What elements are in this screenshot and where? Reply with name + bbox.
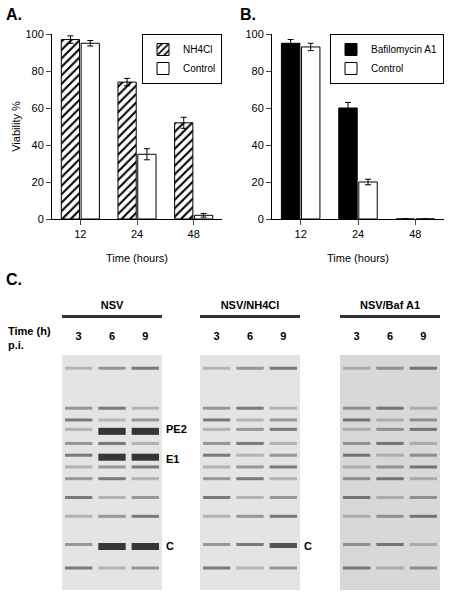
- svg-text:A.: A.: [6, 6, 22, 23]
- svg-text:9: 9: [420, 330, 426, 342]
- svg-text:Control: Control: [371, 63, 403, 74]
- svg-text:60: 60: [32, 102, 44, 114]
- svg-text:Control: Control: [183, 63, 215, 74]
- svg-text:48: 48: [188, 228, 200, 240]
- svg-text:NSV: NSV: [101, 299, 124, 311]
- svg-text:C: C: [304, 540, 312, 552]
- svg-text:3: 3: [354, 330, 360, 342]
- svg-text:C.: C.: [6, 271, 22, 288]
- svg-text:48: 48: [409, 228, 421, 240]
- svg-text:6: 6: [247, 330, 253, 342]
- svg-text:9: 9: [142, 330, 148, 342]
- svg-text:20: 20: [32, 176, 44, 188]
- svg-text:0: 0: [258, 213, 264, 225]
- svg-text:100: 100: [25, 28, 43, 40]
- svg-text:Time (hours): Time (hours): [327, 252, 389, 264]
- svg-text:12: 12: [295, 228, 307, 240]
- svg-text:Time (hours): Time (hours): [106, 252, 168, 264]
- svg-text:6: 6: [109, 330, 115, 342]
- svg-text:6: 6: [387, 330, 393, 342]
- svg-text:Bafilomycin A1: Bafilomycin A1: [371, 44, 437, 55]
- svg-text:20: 20: [252, 176, 264, 188]
- svg-text:80: 80: [252, 65, 264, 77]
- svg-text:NH4Cl: NH4Cl: [183, 44, 212, 55]
- svg-text:60: 60: [252, 102, 264, 114]
- svg-text:40: 40: [32, 139, 44, 151]
- svg-text:24: 24: [352, 228, 364, 240]
- svg-text:NSV/NH4Cl: NSV/NH4Cl: [221, 299, 280, 311]
- svg-text:0: 0: [38, 213, 44, 225]
- svg-text:24: 24: [131, 228, 143, 240]
- svg-text:Viability %: Viability %: [10, 101, 22, 152]
- svg-text:PE2: PE2: [166, 423, 187, 435]
- svg-text:80: 80: [32, 65, 44, 77]
- svg-text:9: 9: [280, 330, 286, 342]
- svg-text:40: 40: [252, 139, 264, 151]
- svg-text:12: 12: [74, 228, 86, 240]
- svg-text:NSV/Baf A1: NSV/Baf A1: [360, 299, 420, 311]
- svg-text:E1: E1: [166, 453, 179, 465]
- svg-text:3: 3: [214, 330, 220, 342]
- svg-text:Time (h): Time (h): [8, 325, 51, 337]
- svg-text:p.i.: p.i.: [8, 339, 24, 351]
- svg-text:C: C: [166, 540, 174, 552]
- svg-text:B.: B.: [240, 6, 256, 23]
- svg-text:3: 3: [76, 330, 82, 342]
- svg-text:100: 100: [245, 28, 263, 40]
